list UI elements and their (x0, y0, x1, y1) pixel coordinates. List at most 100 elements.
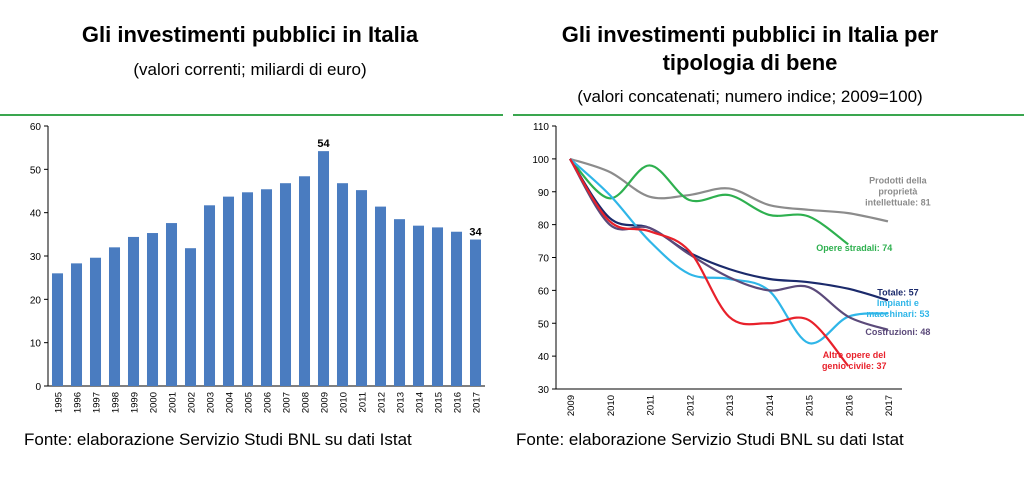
x-tick-label: 1998 (111, 392, 122, 413)
line-chart: 30 40 50 60 70 80 90 100 110 2009 2010 2011 2012 2013… (532, 122, 931, 416)
series-label: Altre opere del (823, 350, 886, 360)
series-label: proprietà (878, 187, 918, 197)
y-tick-label: 70 (538, 254, 550, 265)
bar (469, 239, 482, 386)
bar (412, 225, 425, 386)
y-tick-label: 30 (538, 385, 550, 396)
y-tick-label: 10 (30, 339, 42, 350)
left-chart-title: Gli investimenti pubblici in Italia (81, 22, 419, 47)
x-tick-label: 1995 (54, 392, 65, 413)
right-source-note: Fonte: elaborazione Servizio Studi BNL s… (516, 430, 904, 449)
x-tick-label: 2016 (453, 392, 464, 413)
y-tick-label: 80 (538, 221, 550, 232)
bar (374, 206, 387, 386)
left-source-note: Fonte: elaborazione Servizio Studi BNL s… (24, 430, 412, 449)
series-label: Costruzioni: 48 (865, 327, 930, 337)
x-tick-label: 2017 (884, 395, 895, 416)
x-tick-label: 2017 (472, 392, 483, 413)
series-label: genio civile: 37 (822, 361, 887, 371)
series-line (569, 158, 849, 246)
bar (127, 236, 140, 386)
bar (317, 151, 330, 386)
series-line (569, 158, 850, 367)
series-label: intellettuale: 81 (865, 198, 931, 208)
bar (70, 263, 83, 386)
series-label: Opere stradali: 74 (816, 243, 892, 253)
x-tick-label: 2014 (415, 392, 426, 413)
right-chart-title-line2: tipologia di bene (662, 50, 838, 75)
bar (165, 223, 178, 386)
x-tick-label: 2013 (396, 392, 407, 413)
bar (241, 192, 254, 386)
bar (222, 196, 235, 386)
x-tick-label: 2006 (263, 392, 274, 413)
x-tick-label: 2012 (685, 395, 696, 416)
x-tick-label: 2011 (358, 392, 369, 412)
bar (431, 227, 444, 386)
left-chart-subtitle: (valori correnti; miliardi di euro) (133, 60, 367, 79)
bar (203, 205, 216, 386)
x-tick-label: 2016 (844, 395, 855, 416)
bar (450, 231, 463, 386)
bar (393, 219, 406, 386)
series-label: Prodotti della (869, 176, 927, 186)
x-tick-label: 2007 (282, 392, 293, 413)
y-tick-label: 40 (538, 352, 550, 363)
data-label: 54 (317, 138, 330, 150)
x-tick-label: 2009 (320, 392, 331, 413)
x-tick-label: 2015 (805, 395, 816, 416)
x-tick-label: 2014 (765, 395, 776, 416)
y-tick-label: 100 (532, 155, 549, 166)
x-tick-label: 1999 (130, 392, 141, 413)
bar (89, 257, 102, 386)
series-label: Totale: 57 (877, 287, 918, 297)
x-tick-label: 2010 (606, 395, 617, 416)
bar (279, 183, 292, 386)
y-tick-label: 60 (30, 122, 42, 133)
right-divider-rule (513, 114, 1024, 116)
x-tick-label: 2000 (149, 392, 160, 413)
x-tick-label: 2013 (725, 395, 736, 416)
x-tick-label: 2015 (434, 392, 445, 413)
series-line (569, 158, 889, 302)
series-line (569, 157, 889, 223)
x-tick-label: 2003 (206, 392, 217, 413)
series-line (569, 158, 889, 345)
right-chart-title-line1: Gli investimenti pubblici in Italia per (561, 22, 939, 47)
bar (108, 247, 121, 386)
x-tick-label: 2010 (339, 392, 350, 413)
bar (355, 190, 368, 386)
y-tick-label: 90 (538, 188, 550, 199)
y-tick-label: 0 (35, 382, 41, 393)
right-chart-subtitle: (valori concatenati; numero indice; 2009… (577, 87, 923, 106)
y-tick-label: 50 (538, 319, 550, 330)
x-tick-label: 1997 (92, 392, 103, 413)
left-divider-rule (0, 114, 503, 116)
y-tick-label: 40 (30, 209, 42, 220)
x-tick-label: 1996 (73, 392, 84, 413)
bar (260, 189, 273, 386)
bar (51, 273, 64, 386)
bar (184, 248, 197, 386)
y-tick-label: 110 (533, 122, 549, 133)
series-label: macchinari: 53 (866, 309, 929, 319)
y-tick-label: 60 (538, 286, 550, 297)
x-tick-label: 2011 (646, 395, 657, 415)
series-label: Impianti e (877, 298, 919, 308)
x-tick-label: 2005 (244, 392, 255, 413)
x-tick-label: 2001 (168, 392, 179, 413)
series-line (569, 158, 889, 331)
bar (146, 233, 159, 386)
x-tick-label: 2012 (377, 392, 388, 413)
bar (298, 176, 311, 386)
y-tick-label: 30 (30, 252, 42, 263)
x-tick-label: 2004 (225, 392, 236, 413)
x-tick-label: 2002 (187, 392, 198, 413)
data-label: 34 (469, 227, 482, 239)
y-tick-label: 50 (30, 165, 42, 176)
bar (336, 183, 349, 386)
y-tick-label: 20 (30, 295, 42, 306)
x-tick-label: 2008 (301, 392, 312, 413)
x-tick-label: 2009 (566, 395, 577, 416)
bar-chart: 0 10 20 30 40 50 60 1995 1996 1997 1998 1999 2000 200… (30, 122, 485, 413)
